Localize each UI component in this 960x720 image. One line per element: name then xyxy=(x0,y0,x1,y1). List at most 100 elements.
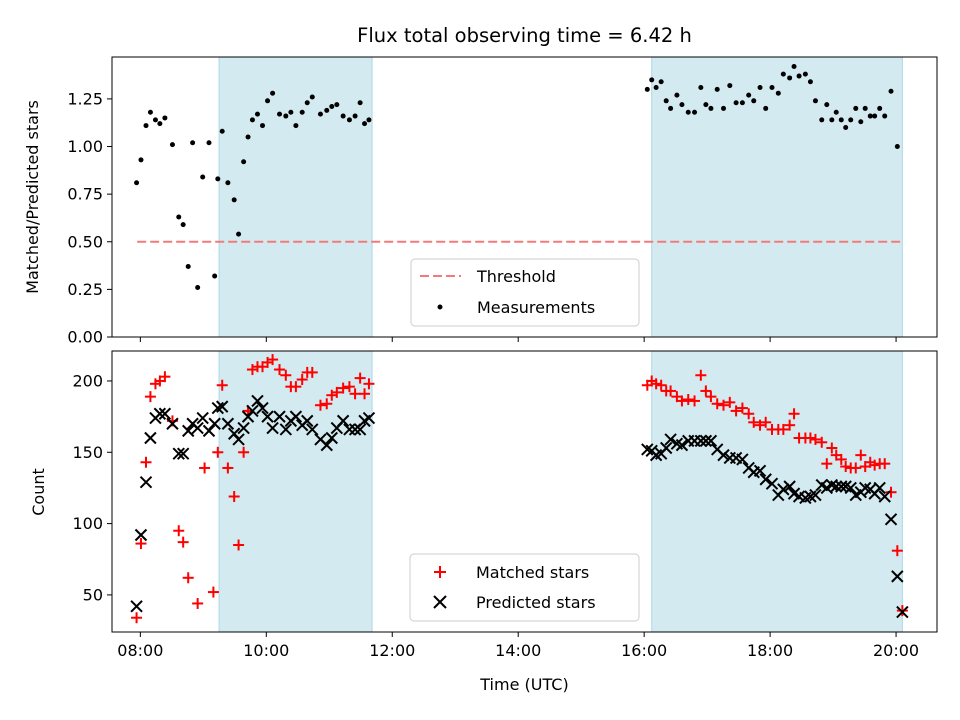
matched-star-point xyxy=(131,612,143,624)
matched-star-point xyxy=(743,408,755,420)
matched-star-point xyxy=(296,374,308,386)
matched-stars-series xyxy=(131,354,908,624)
matched-star-point xyxy=(331,386,343,398)
x-tick-label: 10:00 xyxy=(243,641,289,660)
legend-threshold-label: Threshold xyxy=(476,267,556,286)
measurement-point xyxy=(867,113,873,119)
predicted-star-point xyxy=(196,411,209,425)
x-tick-label: 16:00 xyxy=(621,641,667,660)
matched-star-point xyxy=(736,402,748,414)
matched-star-point xyxy=(216,379,228,391)
y-tick-label: 50 xyxy=(83,585,103,604)
measurement-point xyxy=(190,140,196,146)
measurement-point xyxy=(703,102,709,108)
matched-star-point xyxy=(682,393,694,405)
predicted-star-point xyxy=(809,488,822,502)
matched-star-point xyxy=(359,388,371,400)
predicted-star-point xyxy=(256,401,269,415)
measurement-point xyxy=(668,105,674,111)
matched-star-point xyxy=(321,398,333,410)
measurement-point xyxy=(219,128,225,134)
measurement-point xyxy=(180,222,186,228)
measurement-point xyxy=(746,92,752,98)
measurement-point xyxy=(663,98,669,104)
predicted-star-point xyxy=(884,513,898,526)
predicted-star-point xyxy=(896,605,909,619)
measurement-point xyxy=(894,144,900,150)
x-tick-label: 20:00 xyxy=(873,641,919,660)
predicted-star-point xyxy=(830,480,843,493)
predicted-star-point xyxy=(699,434,713,448)
predicted-star-point xyxy=(172,447,185,460)
measurement-point xyxy=(304,100,310,106)
measurement-point xyxy=(888,88,894,94)
x-tick-label: 08:00 xyxy=(117,641,163,660)
matched-star-point xyxy=(144,391,156,403)
bottom-shaded-intervals xyxy=(218,350,903,633)
matched-star-point xyxy=(760,416,772,428)
measurement-point xyxy=(877,105,883,111)
predicted-star-point xyxy=(289,410,303,423)
predicted-star-point xyxy=(777,483,790,496)
predicted-star-point xyxy=(301,414,314,428)
predicted-star-point xyxy=(343,423,356,436)
predicted-star-point xyxy=(191,421,204,435)
matched-star-point xyxy=(182,572,194,584)
legend-measurements-swatch xyxy=(437,304,443,310)
measurement-point xyxy=(882,113,888,119)
measurement-point xyxy=(215,176,221,182)
measurement-point xyxy=(288,109,294,115)
predicted-star-point xyxy=(216,400,229,413)
matched-star-point xyxy=(233,539,245,551)
matched-star-point xyxy=(140,456,152,468)
measurement-point xyxy=(147,109,153,115)
predicted-star-point xyxy=(664,433,677,446)
matched-star-point xyxy=(363,378,375,390)
matched-star-point xyxy=(869,459,881,471)
matched-star-point xyxy=(896,605,908,617)
matched-star-point xyxy=(730,405,742,417)
measurement-point xyxy=(843,124,849,130)
matched-star-point xyxy=(274,364,286,376)
measurement-point xyxy=(812,98,818,104)
matched-star-point xyxy=(850,462,862,474)
measurement-point xyxy=(241,159,247,165)
predicted-star-point xyxy=(694,434,708,448)
matched-star-point xyxy=(695,369,707,381)
predicted-star-point xyxy=(251,394,264,408)
matched-star-point xyxy=(724,396,736,408)
predicted-star-point xyxy=(130,600,143,613)
matched-star-point xyxy=(804,432,816,444)
shaded-interval xyxy=(218,350,373,633)
measurement-point xyxy=(260,123,266,129)
matched-star-point xyxy=(228,490,240,502)
legend-matched-label: Matched stars xyxy=(476,563,589,582)
predicted-star-point xyxy=(273,410,286,423)
top-legend: Threshold Measurements xyxy=(410,258,640,327)
measurement-point xyxy=(366,117,372,123)
measurement-point xyxy=(329,104,335,110)
measurement-point xyxy=(653,84,659,90)
x-tick-label: 14:00 xyxy=(495,641,541,660)
ratio-panel: 0.00 0.25 0.50 0.75 1.00 1.25 Matched/Predict… xyxy=(23,56,938,347)
y-tick-label: 0.50 xyxy=(67,232,103,251)
measurement-point xyxy=(685,109,691,115)
measurement-point xyxy=(138,157,144,163)
measurement-point xyxy=(340,113,346,119)
measurement-point xyxy=(721,105,727,111)
matched-star-point xyxy=(676,395,688,407)
measurement-point xyxy=(357,100,363,106)
predicted-star-point xyxy=(306,423,319,436)
matched-star-point xyxy=(314,399,326,411)
measurement-point xyxy=(858,119,864,125)
y-tick-label: 1.00 xyxy=(67,137,103,156)
measurement-point xyxy=(802,71,808,77)
measurement-point xyxy=(169,142,175,148)
measurement-point xyxy=(757,84,763,90)
measurement-point xyxy=(152,117,158,123)
matched-star-point xyxy=(290,381,302,393)
measurement-point xyxy=(692,109,698,115)
y-tick-label: 0.75 xyxy=(67,185,103,204)
matched-star-point xyxy=(835,453,847,465)
matched-star-point xyxy=(705,391,717,403)
